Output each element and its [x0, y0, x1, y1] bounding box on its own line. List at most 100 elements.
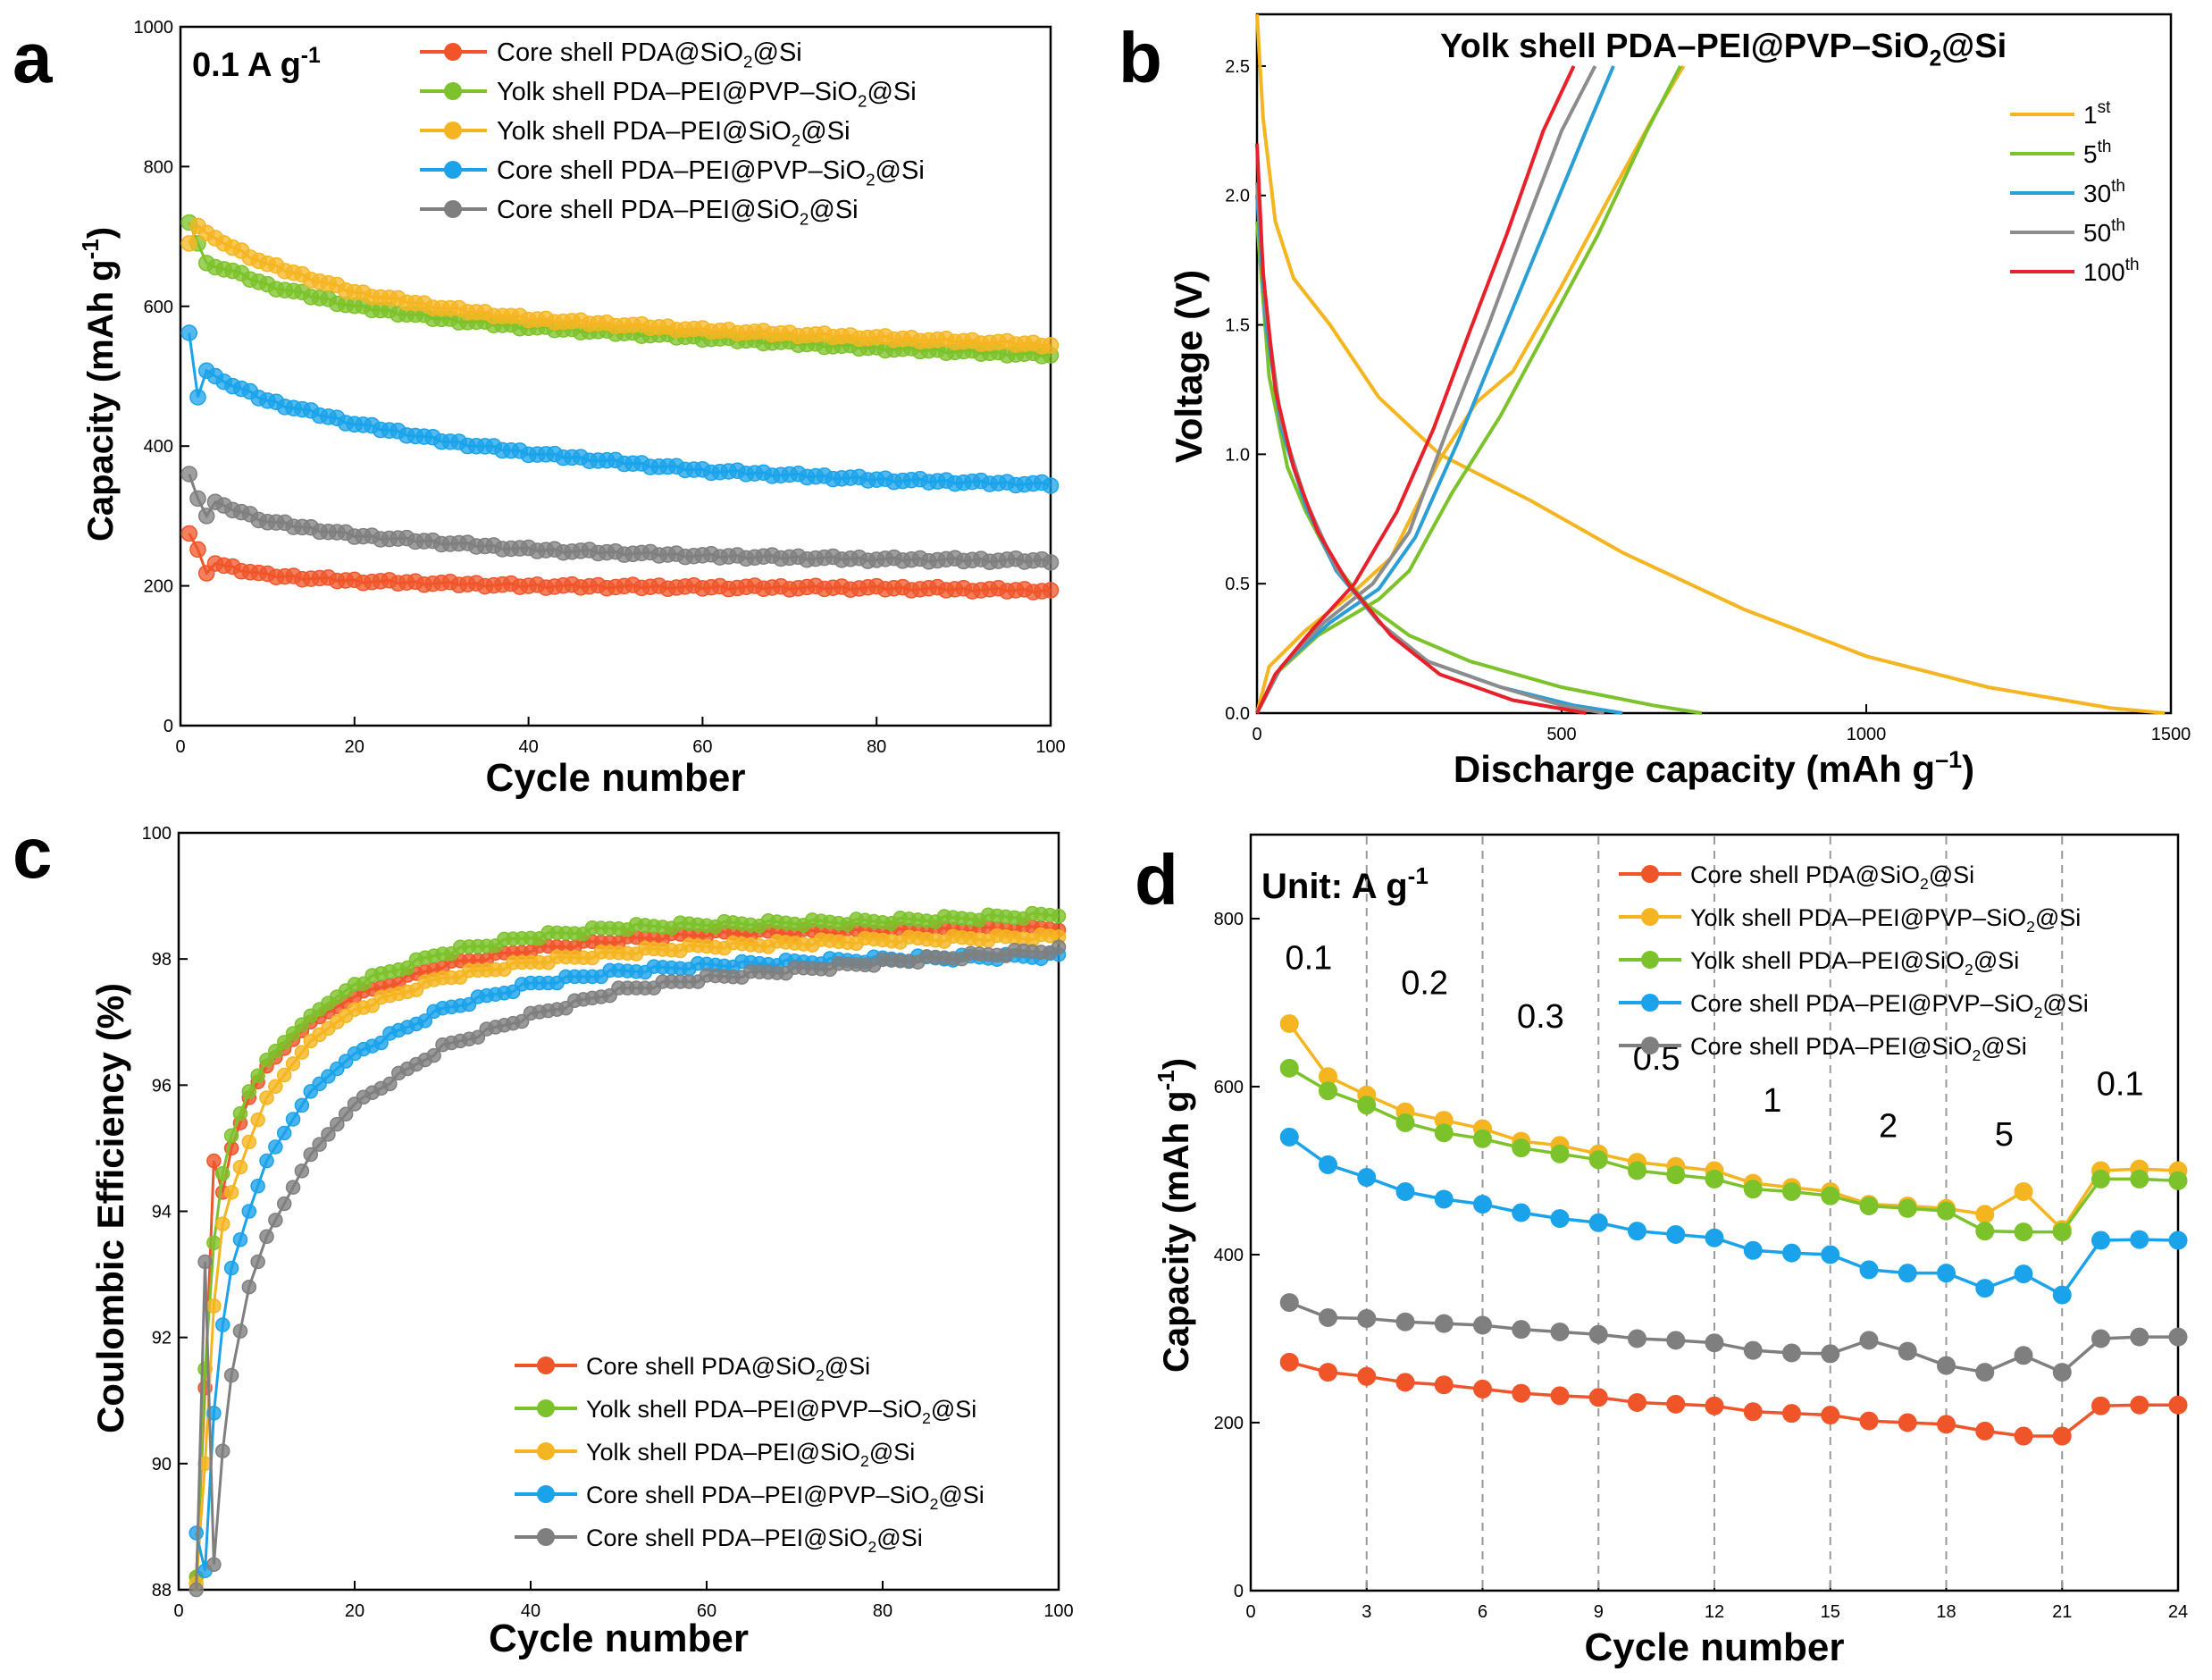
panel-c-coulombic-efficiency-chart: 0 20 40 60 80 100 88 90 92 94 96 98 100 Cycle number C…: [89, 824, 1074, 1660]
data-point: [2052, 1363, 2072, 1382]
data-point: [2014, 1264, 2033, 1284]
data-point: [250, 1068, 265, 1083]
data-point: [215, 1443, 230, 1458]
data-point: [250, 1179, 265, 1194]
data-point: [215, 1216, 230, 1231]
data-point: [1821, 1344, 1840, 1364]
legend-marker: [537, 1528, 555, 1546]
data-point: [2091, 1329, 2110, 1348]
legend-label: Yolk shell PDA–PEI@SiO2@Si: [586, 1439, 915, 1470]
charge-curve: [1255, 65, 1576, 714]
legend-marker: [1641, 951, 1659, 969]
legend-label: 30th: [2083, 177, 2125, 207]
data-point: [1434, 1123, 1454, 1143]
x-axis-label-tail: ): [1962, 748, 1974, 790]
legend-marker: [1641, 865, 1659, 883]
legend-label-sub: 2: [1973, 1046, 1982, 1064]
data-point: [1319, 1155, 1337, 1174]
x-tick-label: 500: [1546, 725, 1576, 744]
data-point: [215, 1317, 230, 1332]
series-c-1: Yolk shell PDA–PEI@PVP–SiO2@Si: [189, 905, 1067, 1585]
data-point: [338, 1106, 354, 1122]
data-point: [232, 1159, 248, 1175]
rate-annotation-base: 0.1 A g: [192, 46, 301, 84]
legend-label: Yolk shell PDA–PEI@PVP–SiO2@Si: [497, 78, 917, 110]
legend-label-b: @Si: [2035, 904, 2081, 931]
data-point: [1588, 1324, 1608, 1344]
legend-label-sub: 2: [860, 1452, 869, 1470]
series-d-1: Yolk shell PDA–PEI@PVP–SiO2@Si: [1279, 904, 2188, 1239]
legend-label-a: Core shell PDA–PEI@SiO: [497, 196, 800, 224]
data-point: [180, 466, 197, 483]
y-tick-label: 90: [152, 1455, 172, 1474]
y-axis-label-tail: ): [1157, 1058, 1196, 1070]
data-point: [215, 1165, 230, 1181]
data-point: [294, 1097, 310, 1113]
legend-label-a: Core shell PDA@SiO: [586, 1353, 816, 1380]
data-point: [1550, 1322, 1570, 1341]
legend-label: Core shell PDA@SiO2@Si: [497, 38, 802, 71]
legend-label-b: @Si: [809, 196, 858, 224]
data-point: [1279, 1127, 1299, 1147]
y-axis-label-base: Capacity (mAh g: [81, 259, 121, 542]
data-point: [206, 1298, 222, 1314]
data-point: [276, 1067, 292, 1083]
series-b-2: 30th: [1255, 65, 2125, 715]
y-tick-label: 1.0: [1225, 445, 1250, 465]
data-point: [1395, 1113, 1415, 1132]
series-d-2: Yolk shell PDA–PEI@SiO2@Si: [1279, 947, 2188, 1242]
data-point: [1821, 1245, 1840, 1264]
x-tick-label: 3: [1362, 1602, 1371, 1622]
legend-label-base: 30: [2083, 180, 2111, 207]
y-axis-label-tail: ): [81, 227, 121, 239]
data-point: [2168, 1327, 2188, 1347]
x-tick-label: 1000: [1847, 725, 1887, 744]
data-point: [2091, 1169, 2110, 1189]
data-point: [1705, 1228, 1724, 1247]
rate-label: 0.3: [1517, 998, 1564, 1036]
rate-annotation-sup: -1: [301, 44, 321, 68]
data-point: [189, 490, 206, 508]
legend-label-a: Yolk shell PDA–PEI@PVP–SiO: [497, 78, 858, 106]
data-point: [223, 1367, 239, 1383]
legend-marker: [444, 161, 462, 179]
legend-label-base: 5: [2083, 140, 2098, 168]
legend-label: 5th: [2083, 138, 2111, 168]
rate-label: 5: [1995, 1116, 2014, 1154]
data-point: [1051, 939, 1067, 955]
legend-label-a: Yolk shell PDA–PEI@SiO: [1690, 947, 1965, 974]
data-point: [1279, 1293, 1299, 1313]
data-point: [1042, 554, 1060, 571]
data-point: [259, 1229, 274, 1244]
x-tick-label: 60: [692, 737, 712, 757]
data-point: [1042, 337, 1060, 354]
series-c-2: Yolk shell PDA–PEI@SiO2@Si: [189, 927, 1067, 1592]
legend-label-sub: 2: [868, 1538, 877, 1556]
data-point: [259, 1153, 274, 1169]
rate-label: 0.2: [1401, 965, 1448, 1003]
y-axis-label-sup: -1: [77, 239, 104, 259]
legend-label-base: 1: [2083, 101, 2098, 129]
y-axis-label: Capacity (mAh g-1): [1152, 1058, 1196, 1373]
y-tick-label: 0.5: [1225, 575, 1250, 594]
legend-label-sup: st: [2098, 98, 2112, 117]
data-point: [1743, 1180, 1763, 1199]
y-axis-label: Capacity (mAh g-1): [77, 227, 121, 542]
data-point: [268, 1139, 283, 1155]
legend-label-base: 100: [2083, 258, 2125, 286]
y-tick-label: 600: [1214, 1078, 1244, 1097]
legend-marker: [444, 122, 462, 139]
legend-label-sub: 2: [858, 91, 867, 110]
data-point: [1743, 1402, 1763, 1422]
x-tick-label: 20: [345, 737, 364, 757]
legend-label-base: 50: [2083, 219, 2111, 247]
data-point: [2168, 1231, 2188, 1250]
rate-label: 2: [1879, 1107, 1898, 1145]
data-point: [1357, 1308, 1377, 1328]
data-point: [1859, 1196, 1879, 1215]
x-tick-label: 0: [175, 737, 185, 757]
rate-label: 0.1: [1285, 939, 1332, 977]
legend-label: 50th: [2083, 216, 2125, 247]
x-tick-label: 15: [1821, 1602, 1840, 1622]
legend-label-a: Core shell PDA–PEI@PVP–SiO: [497, 156, 866, 185]
